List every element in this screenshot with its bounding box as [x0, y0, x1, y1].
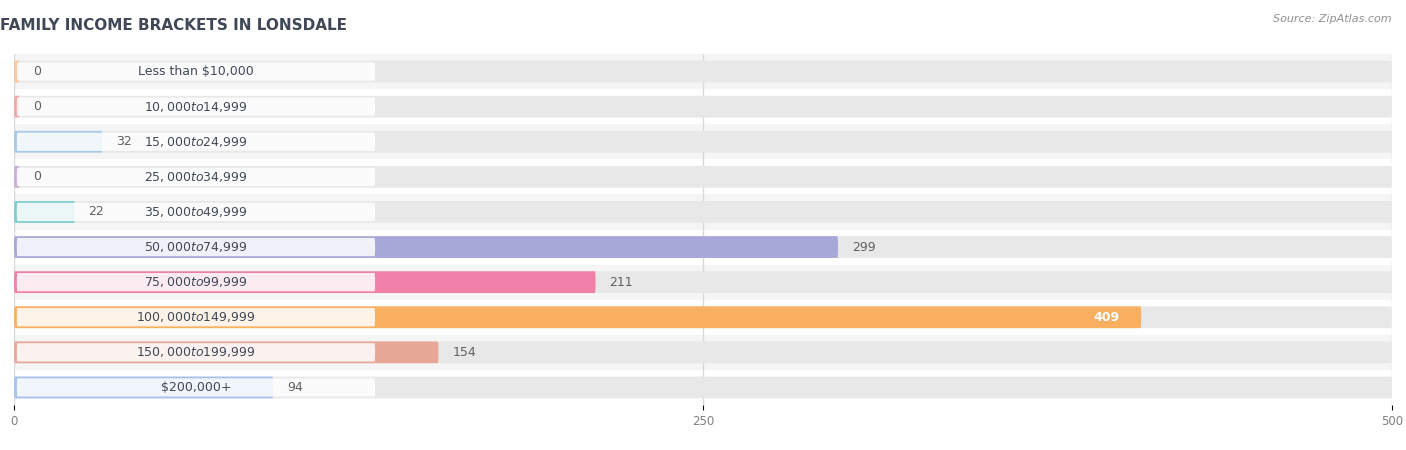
Text: 299: 299 — [852, 241, 876, 253]
FancyBboxPatch shape — [14, 342, 439, 363]
FancyBboxPatch shape — [14, 236, 838, 258]
FancyBboxPatch shape — [14, 166, 1392, 188]
Text: 409: 409 — [1092, 311, 1119, 324]
Text: FAMILY INCOME BRACKETS IN LONSDALE: FAMILY INCOME BRACKETS IN LONSDALE — [0, 18, 347, 33]
FancyBboxPatch shape — [17, 378, 375, 396]
Text: $75,000 to $99,999: $75,000 to $99,999 — [145, 275, 247, 289]
Text: 211: 211 — [609, 276, 633, 288]
FancyBboxPatch shape — [14, 342, 1392, 363]
FancyBboxPatch shape — [17, 238, 375, 256]
FancyBboxPatch shape — [14, 306, 1392, 328]
Text: $25,000 to $34,999: $25,000 to $34,999 — [145, 170, 247, 184]
FancyBboxPatch shape — [14, 236, 1392, 258]
Bar — [14, 335, 1392, 370]
FancyBboxPatch shape — [14, 61, 20, 82]
FancyBboxPatch shape — [17, 98, 375, 116]
Text: 154: 154 — [453, 346, 477, 359]
FancyBboxPatch shape — [17, 203, 375, 221]
Bar — [14, 54, 1392, 89]
FancyBboxPatch shape — [14, 61, 1392, 82]
Bar — [14, 194, 1392, 230]
FancyBboxPatch shape — [14, 96, 20, 117]
Text: 0: 0 — [34, 100, 41, 113]
FancyBboxPatch shape — [17, 168, 375, 186]
Text: 22: 22 — [89, 206, 104, 218]
Text: Source: ZipAtlas.com: Source: ZipAtlas.com — [1274, 14, 1392, 23]
Bar — [14, 230, 1392, 265]
Text: 0: 0 — [34, 171, 41, 183]
Text: Less than $10,000: Less than $10,000 — [138, 65, 254, 78]
FancyBboxPatch shape — [14, 201, 1392, 223]
Text: $35,000 to $49,999: $35,000 to $49,999 — [145, 205, 247, 219]
FancyBboxPatch shape — [14, 131, 103, 153]
FancyBboxPatch shape — [17, 308, 375, 326]
Bar — [14, 370, 1392, 405]
FancyBboxPatch shape — [14, 271, 596, 293]
FancyBboxPatch shape — [17, 63, 375, 81]
FancyBboxPatch shape — [14, 166, 20, 188]
FancyBboxPatch shape — [17, 343, 375, 361]
Bar — [14, 300, 1392, 335]
FancyBboxPatch shape — [14, 271, 1392, 293]
FancyBboxPatch shape — [14, 377, 1392, 398]
Text: $50,000 to $74,999: $50,000 to $74,999 — [145, 240, 247, 254]
Text: 94: 94 — [287, 381, 302, 394]
FancyBboxPatch shape — [14, 201, 75, 223]
Text: $150,000 to $199,999: $150,000 to $199,999 — [136, 345, 256, 360]
FancyBboxPatch shape — [14, 306, 1142, 328]
Bar — [14, 265, 1392, 300]
Text: $15,000 to $24,999: $15,000 to $24,999 — [145, 135, 247, 149]
Bar — [14, 159, 1392, 194]
FancyBboxPatch shape — [17, 133, 375, 151]
Bar — [14, 124, 1392, 159]
FancyBboxPatch shape — [14, 377, 273, 398]
Text: 32: 32 — [117, 135, 132, 148]
Text: $200,000+: $200,000+ — [160, 381, 231, 394]
Text: $100,000 to $149,999: $100,000 to $149,999 — [136, 310, 256, 324]
Bar — [14, 89, 1392, 124]
FancyBboxPatch shape — [17, 273, 375, 291]
Text: 0: 0 — [34, 65, 41, 78]
FancyBboxPatch shape — [14, 131, 1392, 153]
Text: $10,000 to $14,999: $10,000 to $14,999 — [145, 99, 247, 114]
FancyBboxPatch shape — [14, 96, 1392, 117]
